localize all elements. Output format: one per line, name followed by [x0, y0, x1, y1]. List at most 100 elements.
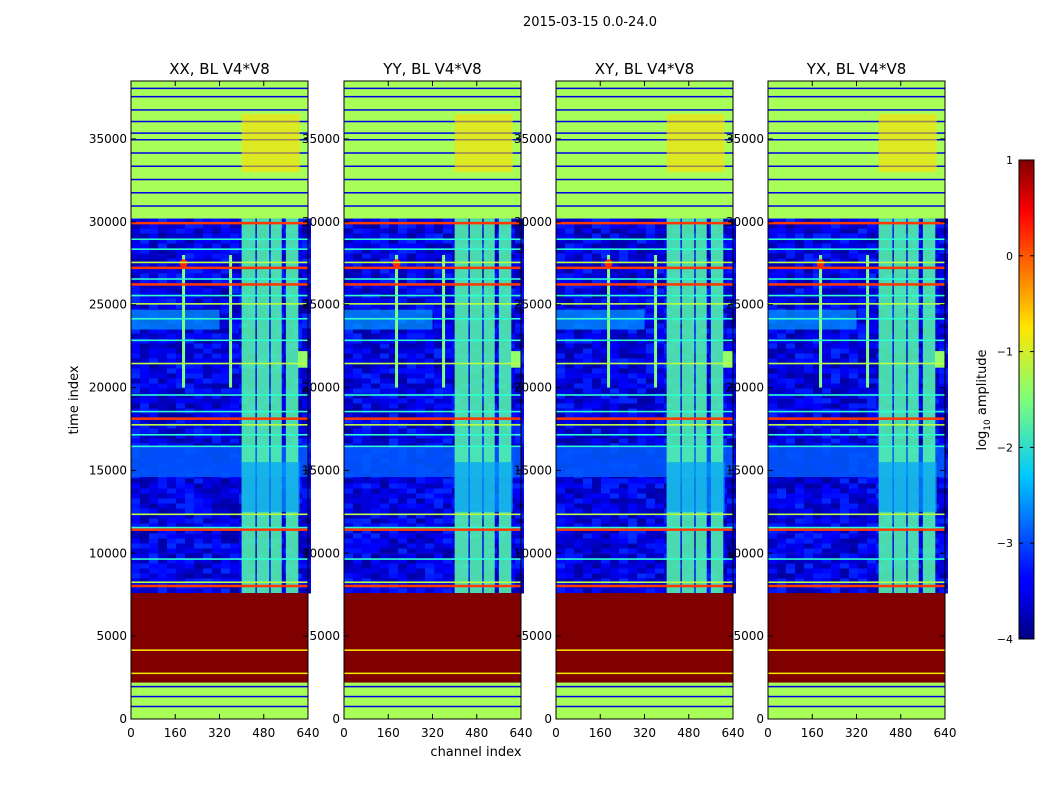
heatmap-cell — [302, 258, 311, 264]
heatmap-cell — [434, 323, 443, 329]
heatmap-cell — [434, 533, 443, 539]
heatmap-cell — [655, 428, 664, 434]
heatmap-cell — [434, 253, 443, 259]
heatmap-cell — [176, 373, 185, 379]
heatmap-cell — [416, 548, 425, 554]
heatmap-cell — [646, 548, 655, 554]
heatmap-cell — [565, 503, 574, 509]
heatmap-cell — [140, 588, 149, 594]
heatmap-cell — [646, 383, 655, 389]
heatmap-cell — [556, 548, 565, 554]
heatmap-cell — [443, 573, 452, 579]
x-tick-label: 0 — [340, 726, 348, 740]
heatmap-cell — [167, 418, 176, 424]
heatmap-cell — [574, 298, 583, 304]
heatmap-cell — [353, 253, 362, 259]
heatmap-cell — [574, 498, 583, 504]
heatmap-cell — [230, 218, 239, 224]
heatmap-cell — [434, 488, 443, 494]
heatmap-cell — [158, 263, 167, 269]
heatmap-cell — [221, 333, 230, 339]
heatmap-cell — [380, 478, 389, 484]
heatmap-cell — [176, 333, 185, 339]
heatmap-cell — [628, 503, 637, 509]
heatmap-cell — [221, 258, 230, 264]
heatmap-cell — [380, 503, 389, 509]
heatmap-cell — [158, 588, 167, 594]
heatmap-cell — [371, 368, 380, 374]
heatmap-cell — [398, 568, 407, 574]
heatmap-cell — [619, 243, 628, 249]
heatmap-cell — [176, 218, 185, 224]
heatmap-cell — [353, 588, 362, 594]
heatmap-cell — [344, 553, 353, 559]
heatmap-cell — [176, 588, 185, 594]
heatmap-cell — [194, 588, 203, 594]
heatmap-cell — [398, 398, 407, 404]
heatmap-cell — [637, 368, 646, 374]
heatmap-cell — [583, 348, 592, 354]
heatmap-cell — [185, 503, 194, 509]
heatmap-cell — [416, 343, 425, 349]
heatmap-cell — [434, 493, 443, 499]
heatmap-cell — [416, 483, 425, 489]
heatmap-cell — [646, 428, 655, 434]
heatmap-cell — [185, 223, 194, 229]
heatmap-cell — [434, 343, 443, 349]
heatmap-cell — [230, 358, 239, 364]
heatmap-cell — [344, 333, 353, 339]
heatmap-cell — [266, 383, 275, 389]
heatmap-cell — [266, 253, 275, 259]
heatmap-cell — [221, 373, 230, 379]
heatmap-cell — [176, 438, 185, 444]
heatmap-cell — [583, 228, 592, 234]
heatmap-cell — [221, 343, 230, 349]
heatmap-cell — [574, 378, 583, 384]
heatmap-cell — [655, 518, 664, 524]
heatmap-cell — [592, 378, 601, 384]
time-line — [131, 410, 308, 413]
heatmap-cell — [266, 318, 275, 324]
heatmap-cell — [212, 358, 221, 364]
heatmap-cell — [515, 508, 524, 514]
heatmap-cell — [158, 258, 167, 264]
heatmap-cell — [230, 548, 239, 554]
heatmap-cell — [185, 483, 194, 489]
time-line-strong — [344, 528, 521, 531]
heatmap-cell — [380, 548, 389, 554]
heatmap-cell — [637, 478, 646, 484]
heatmap-cell — [583, 253, 592, 259]
heatmap-cell — [727, 328, 736, 334]
heatmap-cell — [140, 273, 149, 279]
heatmap-cell — [185, 418, 194, 424]
heatmap-cell — [425, 568, 434, 574]
heatmap-cell — [515, 228, 524, 234]
heatmap-cell — [158, 543, 167, 549]
heatmap-cell — [637, 543, 646, 549]
heatmap-cell — [646, 588, 655, 594]
heatmap-cell — [194, 348, 203, 354]
heatmap-cell — [443, 428, 452, 434]
heatmap-cell — [610, 478, 619, 484]
heatmap-cell — [194, 288, 203, 294]
time-line-strong — [131, 266, 308, 270]
heatmap-cell — [371, 508, 380, 514]
heatmap-cell — [646, 553, 655, 559]
time-line — [131, 294, 308, 297]
heatmap-cell — [362, 233, 371, 239]
heatmap-cell — [266, 368, 275, 374]
heatmap-cell — [443, 493, 452, 499]
heatmap-cell — [619, 253, 628, 259]
heatmap-cell — [203, 398, 212, 404]
flagged-band — [454, 114, 513, 173]
broadband-zone — [344, 309, 433, 330]
heatmap-cell — [266, 438, 275, 444]
heatmap-cell — [380, 298, 389, 304]
heatmap-cell — [610, 378, 619, 384]
heatmap-cell — [637, 348, 646, 354]
heatmap-cell — [407, 343, 416, 349]
saturated-line — [556, 672, 733, 675]
heatmap-cell — [302, 493, 311, 499]
heatmap-cell — [230, 433, 239, 439]
heatmap-cell — [637, 288, 646, 294]
